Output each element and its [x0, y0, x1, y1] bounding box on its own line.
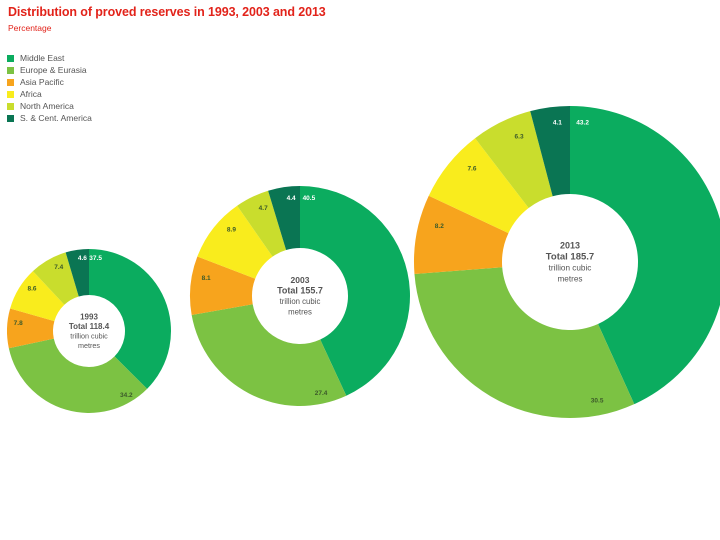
legend-label: Asia Pacific: [20, 77, 64, 87]
legend-label: Africa: [20, 89, 42, 99]
legend-item-s-and-cent-america: S. & Cent. America: [7, 112, 92, 124]
legend-label: S. & Cent. America: [20, 113, 92, 123]
chart-subtitle: Percentage: [8, 23, 52, 33]
data-label-2013-s-and-cent-america: 4.1: [553, 120, 562, 127]
legend-item-north-america: North America: [7, 100, 92, 112]
segment-2013-north-america: [475, 111, 553, 209]
data-label-2003-asia-pacific: 8.1: [202, 275, 211, 282]
center-unit-line1-2003: trillion cubic: [280, 297, 321, 306]
center-total-1993: Total 118.4: [69, 322, 110, 331]
legend: Middle East Europe & Eurasia Asia Pacific A…: [7, 52, 92, 124]
data-label-1993-middle-east: 37.5: [89, 255, 102, 262]
data-label-2003-s-and-cent-america: 4.4: [287, 195, 296, 202]
data-label-2013-africa: 7.6: [467, 166, 476, 173]
segment-2013-europe-and-eurasia: [414, 267, 635, 418]
legend-swatch: [7, 78, 14, 86]
legend-item-middle-east: Middle East: [7, 52, 92, 64]
data-label-1993-s-and-cent-america: 4.6: [78, 255, 87, 262]
chart-title: Distribution of proved reserves in 1993,…: [8, 5, 326, 19]
segment-1993-europe-and-eurasia: [8, 338, 148, 413]
segment-2003-africa: [197, 205, 273, 279]
segment-2003-europe-and-eurasia: [191, 304, 347, 406]
data-label-2013-north-america: 6.3: [515, 134, 524, 141]
legend-item-europe-and-eurasia: Europe & Eurasia: [7, 64, 92, 76]
data-label-2003-middle-east: 40.5: [303, 195, 316, 202]
data-label-1993-north-america: 7.4: [54, 264, 63, 271]
legend-item-asia-pacific: Asia Pacific: [7, 76, 92, 88]
segment-1993-north-america: [32, 252, 79, 305]
legend-swatch: [7, 54, 14, 62]
data-label-2013-europe-and-eurasia: 30.5: [591, 397, 604, 404]
center-year-2003: 2003: [291, 275, 310, 285]
data-label-1993-africa: 8.6: [27, 286, 36, 293]
data-label-2003-africa: 8.9: [227, 227, 236, 234]
legend-label: Middle East: [20, 53, 65, 63]
center-unit-line1-1993: trillion cubic: [70, 332, 108, 341]
center-unit-line2-2003: metres: [288, 308, 312, 317]
data-label-2013-asia-pacific: 8.2: [435, 223, 444, 230]
center-unit-line2-1993: metres: [78, 341, 100, 350]
center-unit-line1-2013: trillion cubic: [549, 264, 592, 273]
segment-2013-middle-east: [570, 106, 720, 405]
data-label-2003-europe-and-eurasia: 27.4: [315, 390, 328, 397]
segment-2003-middle-east: [300, 186, 410, 396]
center-year-1993: 1993: [80, 313, 98, 322]
legend-swatch: [7, 90, 14, 98]
segment-2003-north-america: [237, 190, 287, 257]
segment-1993-africa: [10, 271, 65, 322]
center-year-2013: 2013: [560, 241, 580, 251]
legend-swatch: [7, 114, 14, 122]
segment-2013-africa: [428, 138, 529, 234]
legend-swatch: [7, 102, 14, 110]
legend-label: North America: [20, 101, 74, 111]
data-label-2003-north-america: 4.7: [259, 205, 268, 212]
center-total-2003: Total 155.7: [277, 286, 323, 296]
segment-1993-middle-east: [89, 249, 171, 389]
legend-label: Europe & Eurasia: [20, 65, 87, 75]
segment-2013-s-and-cent-america: [530, 106, 570, 197]
center-total-2013: Total 185.7: [546, 252, 594, 263]
segment-2013-asia-pacific: [414, 195, 509, 275]
legend-item-africa: Africa: [7, 88, 92, 100]
segment-1993-s-and-cent-america: [65, 249, 89, 297]
segment-2003-asia-pacific: [190, 256, 256, 316]
legend-swatch: [7, 66, 14, 74]
segment-2003-s-and-cent-america: [268, 186, 300, 251]
segment-1993-asia-pacific: [7, 308, 55, 349]
data-label-1993-europe-and-eurasia: 34.2: [120, 392, 133, 399]
data-label-1993-asia-pacific: 7.8: [14, 320, 23, 327]
center-unit-line2-2013: metres: [557, 275, 582, 284]
data-label-2013-middle-east: 43.2: [576, 120, 589, 127]
